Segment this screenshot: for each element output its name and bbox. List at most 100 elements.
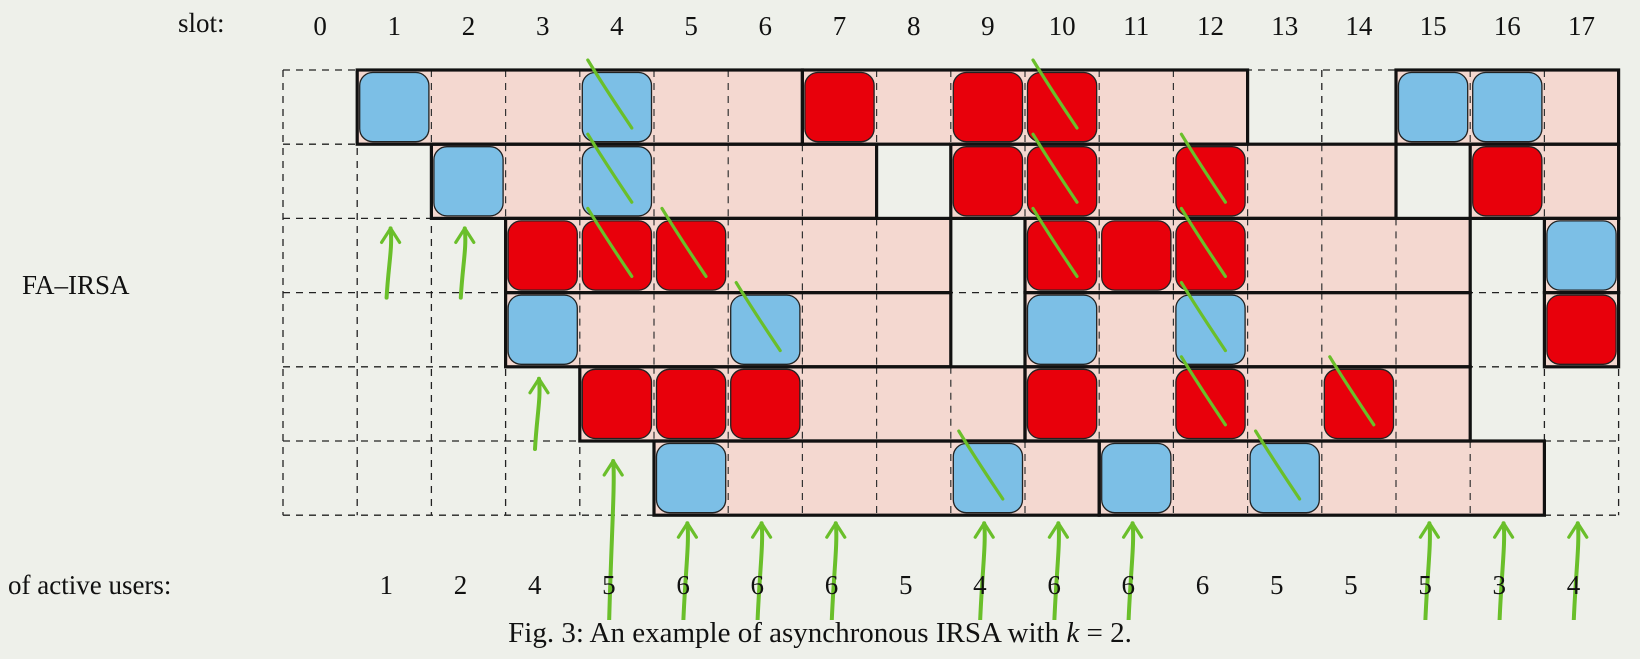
- blue-packet-block: [1101, 442, 1172, 514]
- strike-annotation: [660, 206, 708, 278]
- slot-number: 9: [981, 11, 995, 41]
- arrow-head: [973, 521, 995, 539]
- active-user-count: 6: [1122, 570, 1136, 600]
- arrow-annotation: [1052, 521, 1061, 620]
- active-user-count: 5: [1270, 570, 1284, 600]
- arrow-head: [454, 226, 476, 244]
- frame-fill: [357, 70, 803, 145]
- strike-annotation: [1179, 281, 1227, 353]
- caption-suffix: = 2.: [1079, 617, 1132, 649]
- slot-number: 10: [1049, 11, 1076, 41]
- active-user-count: 6: [1047, 570, 1061, 600]
- strike-annotation: [1031, 58, 1079, 130]
- arrow-head: [1567, 521, 1589, 539]
- blue-packet-block: [1472, 71, 1543, 143]
- arrow-annotation: [1497, 521, 1507, 620]
- active-user-count: 5: [899, 570, 913, 600]
- active-user-count: 5: [1418, 570, 1432, 600]
- blue-packet-block: [433, 146, 504, 217]
- blue-packet-block: [1026, 294, 1098, 365]
- active-user-count: 6: [1196, 570, 1210, 600]
- arrow-head: [528, 377, 550, 395]
- red-packet-block: [655, 368, 727, 440]
- arrow-head: [1047, 521, 1069, 539]
- strike-annotation: [586, 206, 634, 278]
- blue-packet-block: [1546, 220, 1617, 291]
- frame-fill: [950, 144, 1396, 219]
- frame-fill: [654, 441, 1100, 516]
- red-packet-block: [952, 71, 1024, 143]
- frame-border: [1097, 439, 1546, 517]
- active-user-count: 6: [825, 570, 839, 600]
- frame-fill: [1099, 441, 1545, 516]
- strike-annotation: [957, 429, 1005, 501]
- blue-packet-block: [1397, 71, 1469, 143]
- frame-fill: [802, 70, 1248, 145]
- strike-annotation: [734, 281, 782, 353]
- arrow-annotation: [755, 521, 765, 620]
- blue-packet-block: [507, 294, 578, 365]
- slot-number: 2: [462, 11, 476, 41]
- frame-border: [1542, 291, 1621, 369]
- arrow-annotation: [1423, 521, 1432, 620]
- arrow-annotation: [458, 226, 468, 300]
- arrow-head: [750, 521, 773, 539]
- red-packet-block: [1472, 146, 1543, 217]
- active-user-count: 2: [454, 570, 468, 600]
- slot-number: 8: [907, 11, 921, 41]
- arrow-annotation: [1126, 521, 1136, 620]
- slot-number: 3: [536, 11, 550, 41]
- arrow-annotation: [384, 226, 394, 300]
- strike-annotation: [1328, 355, 1376, 427]
- frame-fill: [431, 144, 877, 219]
- fa-irsa-label: FA–IRSA: [22, 270, 130, 300]
- active-user-count: 1: [380, 570, 394, 600]
- blue-packet-block: [655, 442, 727, 514]
- arrow-head: [1492, 521, 1515, 539]
- blue-packet-block: [359, 71, 430, 143]
- arrow-head: [676, 521, 698, 539]
- red-packet-block: [1026, 368, 1098, 440]
- strike-annotation: [1179, 206, 1227, 278]
- active-user-count: 4: [1567, 570, 1581, 600]
- active-users-label: of active users:: [8, 570, 172, 600]
- red-packet-block: [581, 368, 653, 440]
- frame-fill: [1025, 218, 1471, 293]
- slot-number: 1: [388, 11, 402, 41]
- frame-fill: [505, 218, 951, 293]
- slot-label: slot:: [178, 8, 225, 38]
- red-packet-block: [1546, 294, 1617, 365]
- strike-annotation: [1031, 132, 1079, 204]
- red-packet-block: [1101, 220, 1172, 291]
- strike-annotation: [1179, 355, 1227, 427]
- active-user-count: 6: [751, 570, 765, 600]
- arrow-annotation: [829, 521, 839, 620]
- arrow-head: [825, 521, 847, 539]
- arrow-head: [1121, 521, 1144, 539]
- irsa-diagram: 0 1 2 3 4 5 6 7 8 9 10 11 12 13 14 15 16 171 2 4 5 6 6 6 5 4 6 6 6 5 5…: [282, 11, 1621, 620]
- slot-number: 12: [1197, 11, 1224, 41]
- slot-number: 4: [610, 11, 624, 41]
- strike-annotation: [1031, 206, 1079, 278]
- figure-caption: Fig. 3: An example of asynchronous IRSA …: [0, 617, 1640, 650]
- active-user-count: 4: [528, 570, 542, 600]
- slot-number: 0: [313, 11, 327, 41]
- arrow-annotation: [681, 521, 690, 620]
- active-user-count: 5: [1344, 570, 1358, 600]
- red-packet-block: [804, 71, 875, 143]
- strike-annotation: [586, 132, 634, 204]
- arrow-annotation: [532, 376, 542, 451]
- strike-annotation: [1254, 429, 1302, 501]
- slot-number: 11: [1123, 11, 1149, 41]
- slot-number: 6: [759, 11, 773, 41]
- strike-annotation: [586, 58, 634, 130]
- arrow-annotation: [607, 459, 616, 620]
- slot-number: 15: [1420, 11, 1447, 41]
- arrow-annotation: [978, 521, 987, 620]
- red-packet-block: [507, 220, 578, 291]
- slot-number: 14: [1345, 11, 1373, 41]
- strike-annotation: [1179, 132, 1227, 204]
- active-user-count: 5: [602, 570, 616, 600]
- caption-prefix: Fig. 3: An example of asynchronous IRSA …: [508, 617, 1067, 649]
- slot-number: 5: [684, 11, 698, 41]
